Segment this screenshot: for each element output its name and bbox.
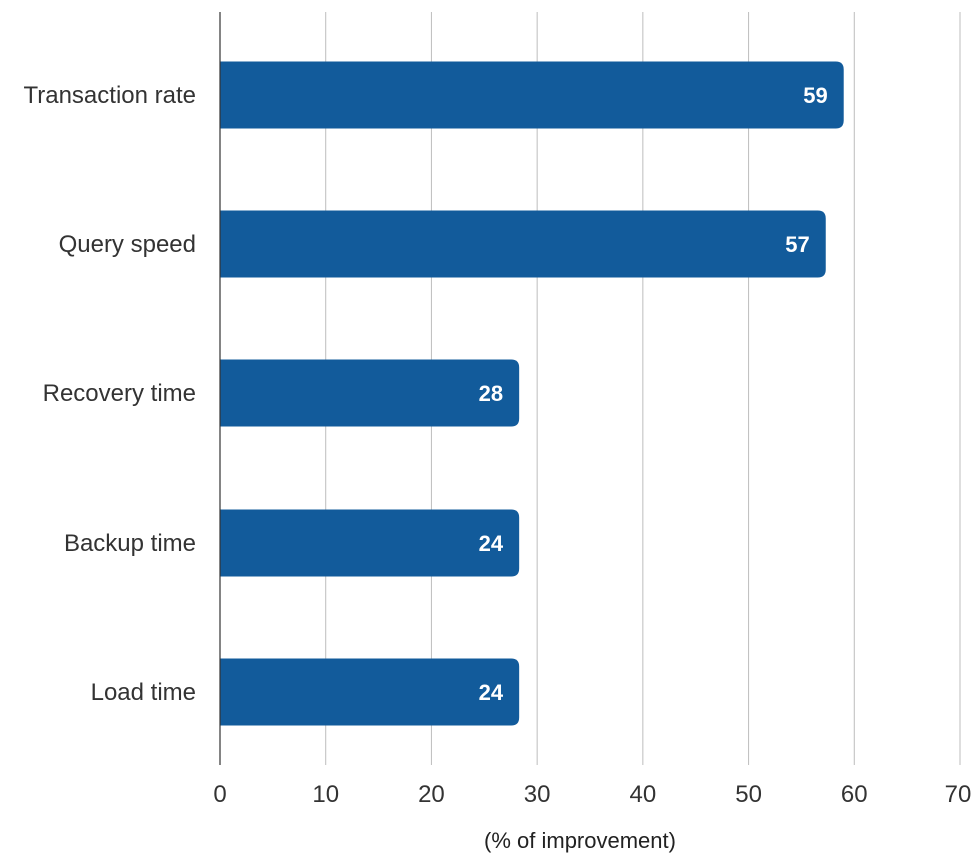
bars: 59 57 28 24 24	[220, 61, 844, 726]
x-tick-label: 50	[735, 781, 762, 808]
x-tick-label: 30	[524, 781, 551, 808]
category-label: Load time	[91, 679, 196, 706]
category-label: Backup time	[64, 530, 196, 557]
bar	[220, 658, 520, 726]
x-tick-label: 70	[945, 781, 972, 808]
bar-value-label: 24	[479, 680, 504, 705]
bar-value-label: 24	[479, 531, 504, 556]
bar-value-label: 57	[785, 232, 809, 257]
x-tick-label: 60	[841, 781, 868, 808]
category-label: Query speed	[59, 231, 196, 258]
x-tick-label: 0	[213, 781, 226, 808]
gridlines	[325, 12, 961, 765]
bar	[220, 61, 844, 129]
x-tick-label: 10	[312, 781, 339, 808]
x-tick-labels: 0 10 20 30 40 50 60 70	[213, 781, 971, 808]
x-tick-label: 40	[630, 781, 657, 808]
category-labels: Transaction rate Query speed Recovery time…	[23, 82, 196, 706]
category-label: Recovery time	[43, 380, 196, 407]
bar	[220, 359, 520, 427]
x-axis-title: (% of improvement)	[484, 828, 676, 853]
x-tick-label: 20	[418, 781, 445, 808]
bar-value-label: 28	[479, 381, 503, 406]
category-label: Transaction rate	[23, 82, 196, 109]
bar	[220, 210, 826, 278]
bar	[220, 509, 520, 577]
bar-value-label: 59	[803, 83, 827, 108]
